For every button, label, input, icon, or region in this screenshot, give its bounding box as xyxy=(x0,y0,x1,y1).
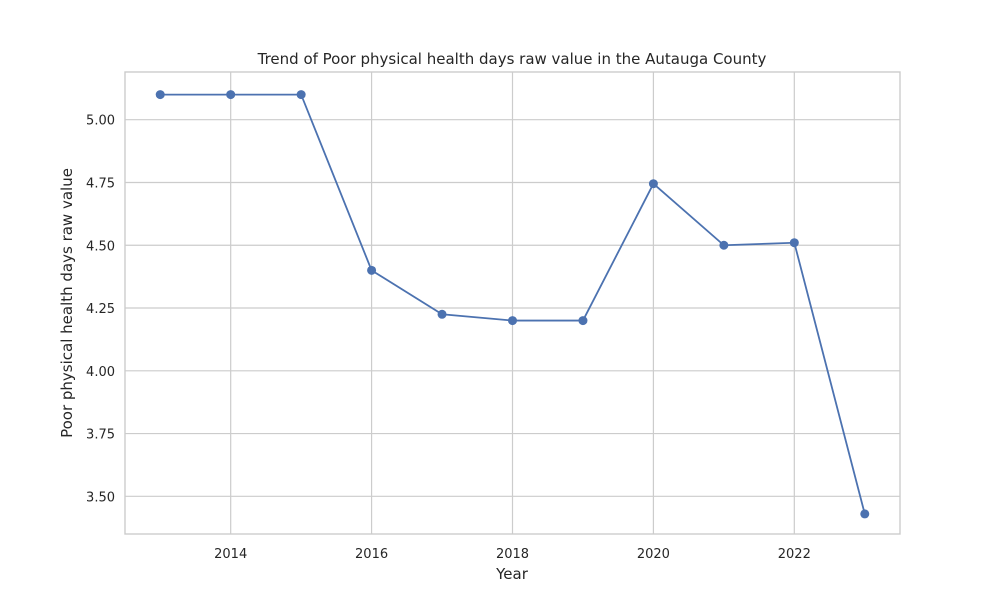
data-point xyxy=(648,179,658,189)
data-point xyxy=(719,240,729,250)
x-tick-label: 2018 xyxy=(496,547,529,562)
data-point xyxy=(789,238,799,248)
x-tick-label: 2016 xyxy=(355,547,388,562)
x-axis-ticks: 2014 2016 2018 2020 2022 xyxy=(214,547,811,562)
y-axis-ticks: 3.50 3.75 4.00 4.25 4.50 4.75 5.00 xyxy=(86,114,115,506)
y-axis-label: Poor physical health days raw value xyxy=(58,168,76,438)
y-tick-label: 4.50 xyxy=(86,239,115,254)
y-tick-label: 3.50 xyxy=(86,490,115,505)
y-tick-label: 4.25 xyxy=(86,302,115,317)
data-point xyxy=(155,90,165,100)
y-tick-label: 5.00 xyxy=(86,114,115,129)
data-point xyxy=(437,309,447,319)
data-point xyxy=(508,316,517,326)
data-point xyxy=(860,509,870,519)
y-tick-label: 3.75 xyxy=(86,428,115,443)
x-axis-label: Year xyxy=(495,565,529,583)
x-tick-label: 2014 xyxy=(214,547,247,562)
series-layer xyxy=(155,90,870,519)
y-tick-label: 4.75 xyxy=(86,176,115,191)
data-point xyxy=(296,90,306,100)
x-tick-label: 2022 xyxy=(778,547,811,562)
y-tick-label: 4.00 xyxy=(86,365,115,380)
chart-title: Trend of Poor physical health days raw v… xyxy=(257,50,767,68)
x-tick-label: 2020 xyxy=(637,547,670,562)
data-point xyxy=(367,265,377,275)
data-point xyxy=(578,316,588,326)
plot-frame xyxy=(124,71,901,535)
data-point xyxy=(226,90,236,100)
grid-layer xyxy=(125,72,900,534)
